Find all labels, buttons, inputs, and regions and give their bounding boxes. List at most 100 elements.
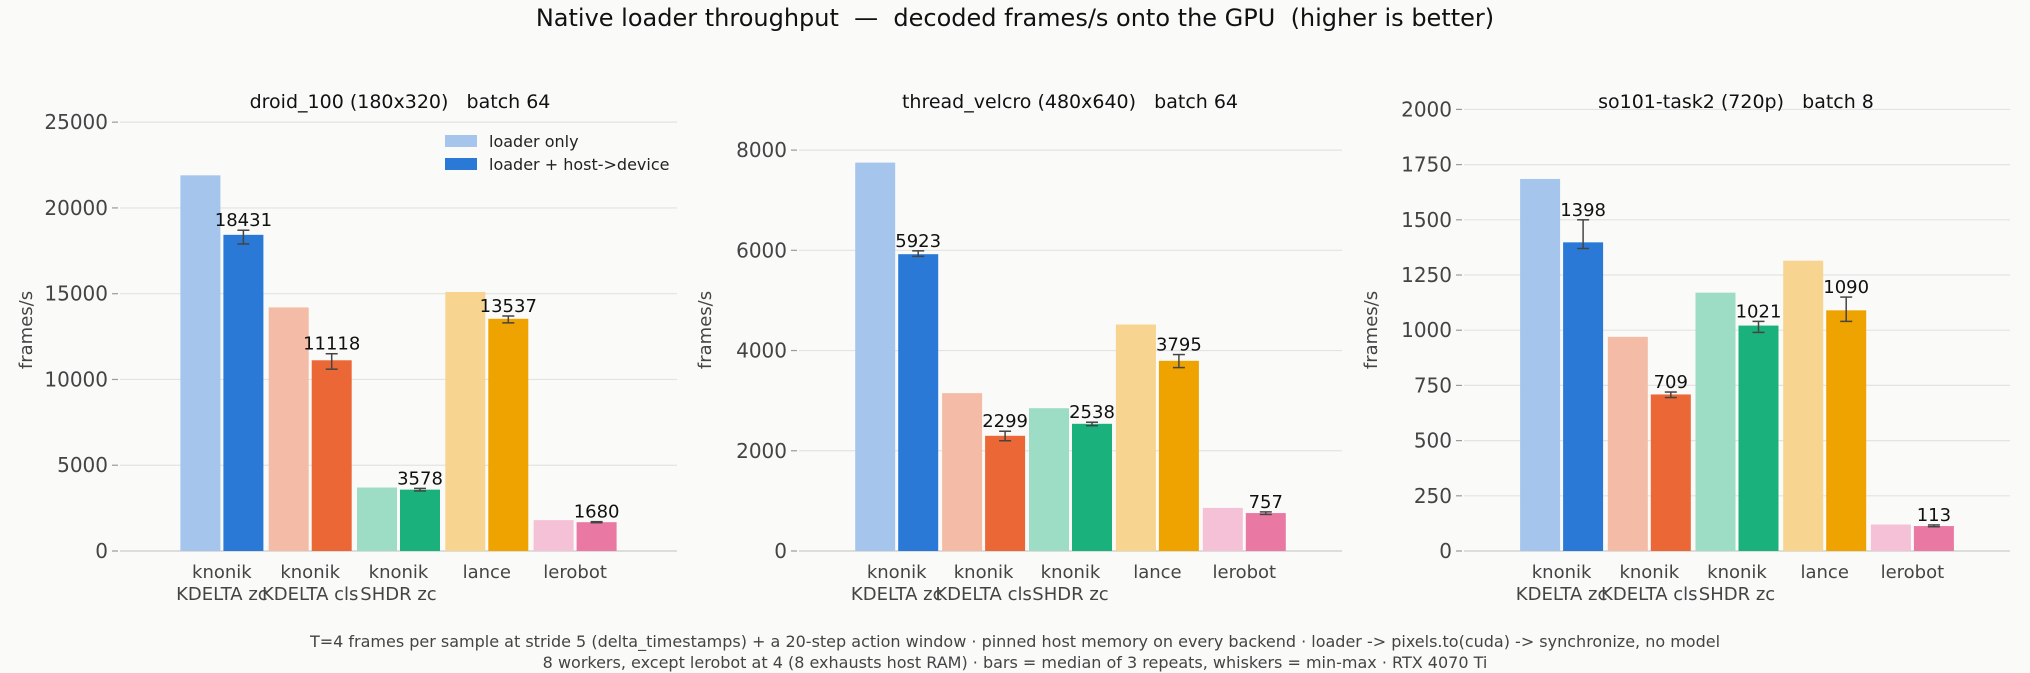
- data-label: 5923: [895, 231, 941, 252]
- x-tick-label: knonik: [1707, 562, 1767, 583]
- bar-loader-only: [533, 520, 574, 551]
- x-tick-label: lerobot: [1213, 562, 1277, 583]
- data-label: 2299: [982, 411, 1028, 432]
- footnote: T=4 frames per sample at stride 5 (delta…: [0, 631, 2030, 673]
- chart-panel-2: 0 2000 4000 6000 8000 thread_velcro (480x640)…: [695, 91, 1342, 605]
- data-label: 13537: [480, 296, 537, 317]
- footnote-line-2: 8 workers, except lerobot at 4 (8 exhaus…: [542, 653, 1488, 672]
- bar-loader-h2d: [1072, 423, 1112, 551]
- data-label: 1680: [574, 502, 620, 523]
- y-tick-label: 2000: [1401, 97, 1452, 121]
- bar-loader-h2d: [1245, 513, 1286, 551]
- x-tick-label: knonik: [954, 562, 1014, 583]
- chart-panel-1: 0 5000 10000 15000 20000 25000 droid_100 (180x…: [16, 91, 677, 605]
- bar-loader-only: [445, 291, 486, 551]
- bar-loader-h2d: [1650, 394, 1691, 551]
- bar-loader-h2d: [1738, 325, 1779, 551]
- x-tick-label: knonik: [192, 562, 252, 583]
- data-label: 709: [1654, 372, 1688, 393]
- data-label: 757: [1249, 492, 1283, 513]
- y-tick-label: 6000: [736, 238, 787, 262]
- bar-loader-only: [1115, 324, 1156, 551]
- chart-title: thread_velcro (480x640) batch 64: [902, 91, 1238, 113]
- x-tick-label: knonik: [1532, 562, 1592, 583]
- bar-loader-h2d: [400, 489, 440, 551]
- legend-label: loader + host->device: [489, 155, 669, 174]
- y-axis-label: frames/s: [695, 291, 716, 369]
- data-label: 11118: [303, 334, 360, 355]
- data-label: 3795: [1156, 335, 1202, 356]
- figure-title: Native loader throughput — decoded frame…: [535, 4, 1495, 32]
- y-tick-label: 1000: [1401, 318, 1452, 342]
- y-axis-label: frames/s: [1361, 291, 1382, 369]
- data-label: 3578: [397, 468, 443, 489]
- x-tick-label: SHDR zc: [1032, 584, 1108, 605]
- x-tick-label: lance: [1133, 562, 1181, 583]
- x-tick-label: lerobot: [1881, 562, 1945, 583]
- data-label: 1398: [1560, 200, 1606, 221]
- bar-loader-only: [357, 487, 397, 551]
- data-label: 18431: [215, 210, 272, 231]
- x-tick-label: KDELTA cls: [262, 584, 359, 605]
- bar-loader-only: [1607, 336, 1648, 551]
- data-label: 2538: [1069, 402, 1115, 423]
- bar-loader-h2d: [223, 234, 264, 551]
- bar-loader-h2d: [576, 522, 617, 551]
- x-tick-label: lance: [463, 562, 511, 583]
- x-tick-label: KDELTA zc: [851, 584, 943, 605]
- y-tick-label: 10000: [44, 367, 108, 391]
- y-tick-label: 1500: [1401, 208, 1452, 232]
- x-tick-label: knonik: [280, 562, 340, 583]
- chart-title: so101-task2 (720p) batch 8: [1598, 91, 1874, 113]
- bar-loader-only: [1870, 524, 1911, 551]
- y-tick-label: 8000: [736, 138, 787, 162]
- bar-loader-h2d: [311, 360, 352, 551]
- bar-loader-only: [180, 175, 221, 552]
- legend-swatch: [445, 158, 477, 170]
- bar-loader-h2d: [1158, 360, 1199, 551]
- y-tick-label: 750: [1414, 373, 1452, 397]
- y-tick-label: 0: [95, 539, 108, 563]
- x-tick-label: knonik: [867, 562, 927, 583]
- x-tick-label: KDELTA cls: [935, 584, 1032, 605]
- bar-loader-h2d: [985, 435, 1026, 551]
- bar-loader-h2d: [488, 318, 529, 551]
- x-tick-label: lerobot: [543, 562, 607, 583]
- bar-loader-only: [1202, 507, 1243, 551]
- bar-loader-only: [855, 162, 896, 551]
- legend-label: loader only: [489, 132, 579, 151]
- x-tick-label: lance: [1800, 562, 1848, 583]
- y-tick-label: 500: [1414, 429, 1452, 453]
- data-label: 113: [1917, 505, 1951, 526]
- data-label: 1090: [1823, 277, 1869, 298]
- y-tick-label: 0: [774, 539, 787, 563]
- data-label: 1021: [1736, 301, 1782, 322]
- bar-loader-only: [268, 307, 309, 551]
- chart-title: droid_100 (180x320) batch 64: [250, 91, 551, 113]
- x-tick-label: knonik: [1041, 562, 1101, 583]
- y-tick-label: 1750: [1401, 153, 1452, 177]
- x-tick-label: SHDR zc: [1699, 584, 1775, 605]
- x-tick-label: SHDR zc: [360, 584, 436, 605]
- y-tick-label: 2000: [736, 439, 787, 463]
- bar-loader-only: [1029, 408, 1069, 551]
- chart-panel-3: 0 250 500 750 1000 1250 1500 1750 2000 so101-task…: [1361, 91, 2010, 605]
- x-tick-label: knonik: [369, 562, 429, 583]
- bar-loader-h2d: [898, 254, 939, 551]
- x-tick-label: KDELTA cls: [1601, 584, 1698, 605]
- bar-loader-only: [942, 393, 983, 551]
- y-tick-label: 1250: [1401, 263, 1452, 287]
- bar-loader-h2d: [1913, 526, 1954, 551]
- bar-loader-h2d: [1563, 242, 1604, 551]
- x-tick-label: KDELTA zc: [176, 584, 268, 605]
- footnote-line-1: T=4 frames per sample at stride 5 (delta…: [309, 632, 1721, 651]
- bar-loader-h2d: [1826, 310, 1867, 551]
- y-tick-label: 5000: [57, 453, 108, 477]
- y-tick-label: 15000: [44, 282, 108, 306]
- bar-loader-only: [1695, 292, 1736, 551]
- y-tick-label: 0: [1439, 539, 1452, 563]
- bar-loader-only: [1520, 178, 1561, 552]
- x-tick-label: knonik: [1619, 562, 1679, 583]
- bar-loader-only: [1783, 260, 1824, 551]
